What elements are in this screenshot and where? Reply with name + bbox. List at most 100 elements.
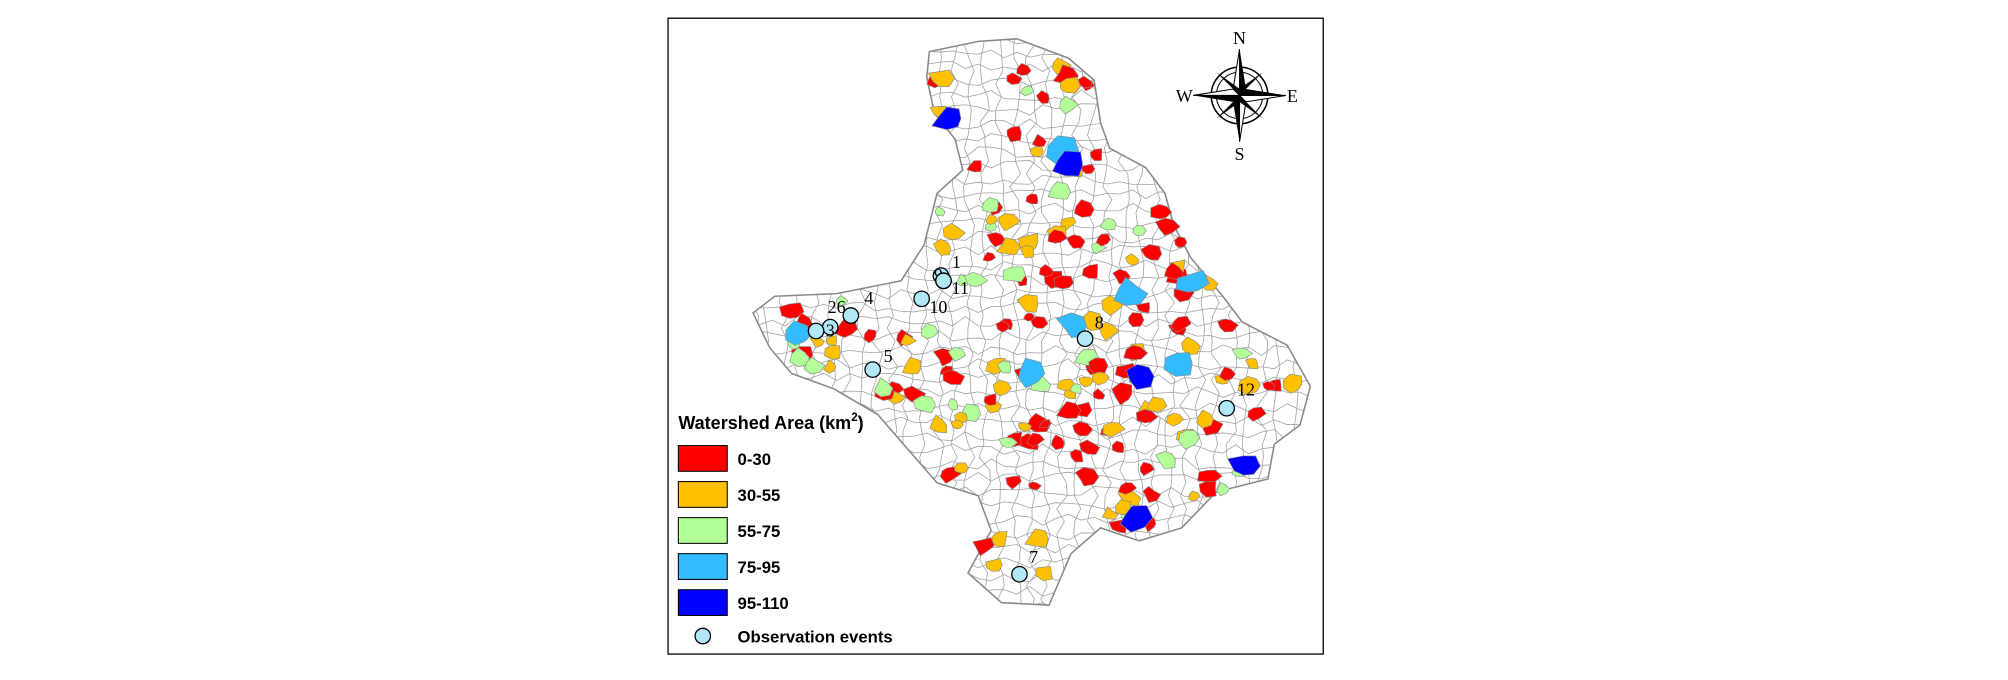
subbasin-patch — [1016, 63, 1032, 76]
observation-label: 5 — [884, 346, 893, 366]
subbasin-patch — [1128, 312, 1145, 328]
subbasin-patch — [1005, 475, 1022, 490]
subbasin-patch — [1102, 422, 1126, 438]
observation-label: 12 — [1237, 380, 1255, 400]
legend-title-text: Watershed Area (km — [678, 413, 851, 433]
compass-star — [1235, 95, 1263, 119]
subbasin-patch — [1197, 469, 1223, 483]
observation-point — [1076, 330, 1094, 348]
observation-label: 1 — [952, 252, 961, 272]
subbasin-patch — [1282, 373, 1303, 394]
subbasin-patch — [1036, 90, 1050, 104]
compass-star — [1233, 95, 1240, 142]
subbasin-patch — [1247, 406, 1267, 422]
observation-label: 26 — [828, 297, 846, 317]
subbasin-patch — [1053, 275, 1074, 290]
subbasin-patch — [900, 333, 917, 347]
subbasin-patch — [921, 323, 939, 340]
subbasin-patch — [1126, 364, 1155, 390]
legend-swatch — [677, 553, 728, 580]
observation-point — [1218, 399, 1236, 417]
compass-star — [1235, 72, 1263, 96]
compass: N S W E — [1176, 28, 1298, 164]
subbasin-patch — [1078, 75, 1093, 89]
subbasin-line — [753, 344, 1311, 357]
subbasin-patch — [1181, 336, 1201, 355]
subbasin-patch — [995, 237, 1022, 255]
observation-point — [935, 272, 952, 290]
subbasin-line — [1040, 38, 1053, 606]
compass-star — [1239, 89, 1286, 96]
subbasin-patch — [1155, 217, 1181, 236]
subbasin-patch — [991, 531, 1008, 548]
compass-n: N — [1233, 28, 1246, 48]
subbasin-patch — [1069, 383, 1082, 394]
subbasin-patch — [1113, 276, 1149, 306]
observation-point — [807, 322, 825, 340]
subbasin-patch — [935, 206, 946, 217]
subbasin-patch — [982, 251, 997, 262]
legend-title-sup: 2 — [851, 412, 857, 424]
subbasin-patch — [950, 419, 964, 430]
observation-label: 8 — [1095, 313, 1104, 333]
subbasin-patch — [1056, 401, 1082, 419]
legend-observation-label: Observation events — [738, 627, 893, 646]
compass-star — [1239, 49, 1246, 96]
observation-label: 7 — [1029, 547, 1038, 567]
subbasin-patch — [931, 106, 962, 131]
legend-swatch — [677, 445, 728, 472]
subbasin-patch — [1092, 388, 1106, 400]
subbasin-patch — [1080, 163, 1096, 175]
legend-label: 55-75 — [738, 522, 781, 541]
subbasin-patch — [785, 320, 813, 346]
subbasin-patch — [1125, 253, 1140, 266]
subbasin-patch — [825, 335, 837, 346]
observation-point — [842, 307, 860, 324]
patches — [778, 57, 1303, 582]
subbasin-patch — [1099, 217, 1117, 231]
subbasin-patch — [1136, 302, 1150, 314]
subbasin-patch — [1035, 566, 1053, 582]
subbasin-patch — [1059, 76, 1081, 94]
subbasin-patch — [1231, 347, 1254, 360]
compass-w: W — [1176, 86, 1193, 106]
subbasin-patch — [1178, 429, 1201, 450]
subbasin-patch — [1029, 146, 1044, 158]
subbasin-patch — [1026, 432, 1045, 448]
subbasin-patch — [1219, 366, 1236, 381]
observation-label: 4 — [864, 288, 873, 308]
subbasin-patch — [1150, 203, 1173, 220]
subbasin-patch — [997, 213, 1021, 232]
compass-star — [1238, 94, 1286, 103]
subbasin-patch — [1111, 382, 1133, 406]
compass-e: E — [1287, 86, 1298, 106]
subbasin-patch — [947, 346, 967, 362]
subbasin-patch — [1237, 376, 1261, 396]
subbasin-patch — [1078, 439, 1101, 455]
legend-label: 95-110 — [738, 594, 789, 613]
subbasin-patch — [932, 238, 951, 256]
subbasin-patch — [803, 356, 826, 375]
legend-title: Watershed Area (km2) — [678, 412, 863, 433]
subbasin-patch — [983, 393, 997, 406]
subbasin-patch — [942, 222, 966, 241]
subbasin-patch — [1146, 396, 1168, 412]
legend: Watershed Area (km2) Observation events … — [677, 412, 893, 646]
subbasin-patch — [942, 369, 966, 385]
subbasin-patch — [1074, 199, 1095, 218]
subbasin-patch — [1052, 150, 1083, 177]
subbasin-patch — [1024, 528, 1049, 548]
subbasin-patch — [1038, 264, 1054, 278]
subbasin-patch — [954, 462, 969, 474]
subbasin-patch — [1155, 451, 1176, 469]
subbasin-patch — [1018, 422, 1032, 432]
subbasin-patch — [1135, 409, 1159, 424]
subbasin-patch — [1031, 133, 1047, 148]
subbasin-patch — [1101, 506, 1119, 520]
subbasin-patch — [1111, 440, 1125, 453]
subbasin-patch — [1175, 269, 1210, 293]
legend-label: 30-55 — [738, 486, 781, 505]
legend-swatch — [677, 589, 728, 616]
